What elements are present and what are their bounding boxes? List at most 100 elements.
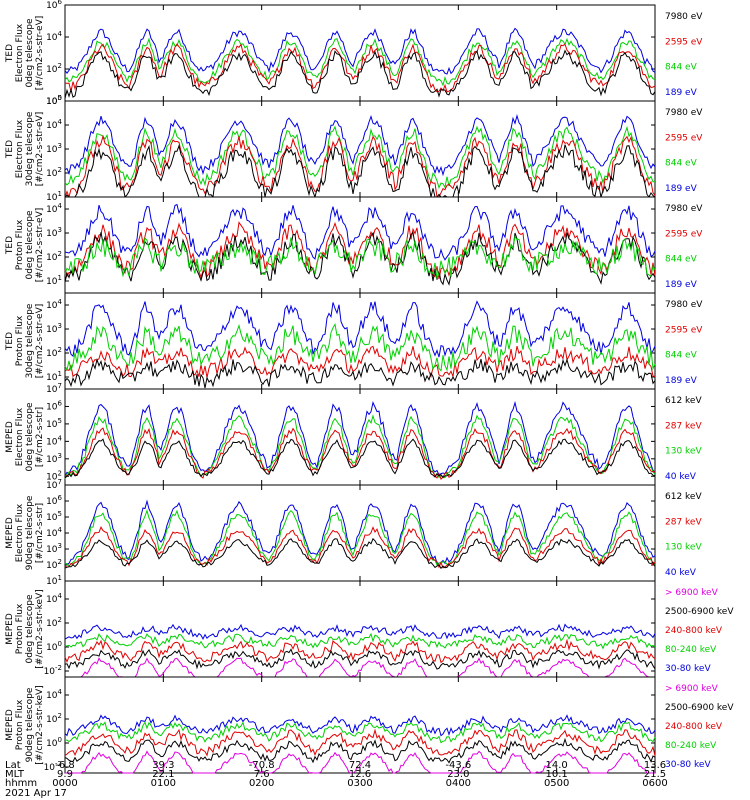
series-line bbox=[64, 526, 656, 569]
series-line bbox=[64, 648, 656, 670]
y-tick-label: 102 bbox=[46, 250, 62, 263]
y-tick-label: 104 bbox=[46, 688, 62, 701]
legend-entry: 844 eV bbox=[665, 159, 698, 169]
x-tick-label-hhmm: 0500 bbox=[544, 778, 569, 789]
series-line bbox=[64, 203, 656, 261]
legend-entry: 189 eV bbox=[665, 280, 698, 290]
x-tick-label-lat: 72.4 bbox=[349, 760, 371, 771]
panel-frame bbox=[64, 580, 656, 678]
y-tick-label: 103 bbox=[46, 322, 62, 335]
series-line bbox=[64, 499, 656, 565]
legend-entry: 844 eV bbox=[665, 63, 698, 73]
legend-entry: 7980 eV bbox=[665, 300, 703, 310]
legend-entry: 7980 eV bbox=[665, 108, 703, 118]
series-line bbox=[64, 49, 656, 99]
series-line bbox=[64, 438, 656, 479]
y-tick-label: 107 bbox=[46, 382, 62, 395]
x-tick-label-lat: 13.6 bbox=[644, 760, 666, 771]
legend-entry: 130 keV bbox=[665, 543, 702, 553]
series-line bbox=[64, 300, 656, 358]
legend-entry: 844 eV bbox=[665, 255, 698, 265]
legend-entry: 40 keV bbox=[665, 568, 697, 578]
series-line bbox=[64, 37, 656, 87]
series-line bbox=[64, 728, 656, 757]
x-row-label-mlt: MLT bbox=[5, 769, 25, 780]
legend-entry: 2500-6900 keV bbox=[665, 703, 734, 713]
x-tick-label-lat: 14.0 bbox=[546, 760, 568, 771]
legend-entry: 189 eV bbox=[665, 376, 698, 386]
legend-entry: 2595 eV bbox=[665, 229, 703, 239]
series-line bbox=[64, 144, 656, 199]
y-tick-label: 102 bbox=[46, 346, 62, 359]
y-tick-label: 102 bbox=[46, 62, 62, 75]
series-line bbox=[65, 657, 655, 678]
series-line bbox=[64, 427, 656, 481]
legend-entry: > 6900 keV bbox=[665, 684, 719, 694]
y-axis-label: MEPEDElectron Flux90deg telescope[#/cm2-… bbox=[5, 495, 45, 570]
x-tick-label-mlt: 23.0 bbox=[447, 769, 469, 780]
y-tick-label: 106 bbox=[46, 0, 62, 11]
series-line bbox=[64, 125, 656, 190]
y-tick-label: 103 bbox=[46, 226, 62, 239]
series-line bbox=[64, 714, 656, 737]
series-line bbox=[64, 509, 656, 567]
x-tick-label-mlt: 10.1 bbox=[546, 769, 568, 780]
y-tick-label: 104 bbox=[46, 526, 62, 539]
x-tick-label-lat: -6.8 bbox=[55, 760, 75, 771]
x-tick-labels: -6.89.9000039.322.10100-70.87.6020072.41… bbox=[52, 760, 667, 789]
x-date-label: 2021 Apr 17 bbox=[5, 788, 67, 799]
legend-entry: 287 keV bbox=[665, 517, 702, 527]
legend-entry: 2500-6900 keV bbox=[665, 607, 734, 617]
series-line bbox=[65, 750, 655, 774]
legend-entry: 240-800 keV bbox=[665, 626, 723, 636]
y-tick-label: 104 bbox=[46, 434, 62, 447]
y-tick-label: 104 bbox=[46, 118, 62, 131]
y-tick-label: 104 bbox=[46, 202, 62, 215]
y-tick-label: 100 bbox=[46, 640, 62, 653]
x-tick-label-lat: -70.8 bbox=[249, 760, 275, 771]
y-tick-label: 105 bbox=[46, 510, 62, 523]
series-line bbox=[64, 623, 656, 641]
y-axis-label: MEPEDProton Flux0deg telescope[#/cm2-s-s… bbox=[5, 589, 45, 668]
y-tick-label: 106 bbox=[46, 399, 62, 412]
legend-entry: 844 eV bbox=[665, 351, 698, 361]
series-line bbox=[64, 737, 656, 764]
legend-entry: 189 eV bbox=[665, 184, 698, 194]
legend-entry: 130 keV bbox=[665, 447, 702, 457]
x-tick-label-mlt: 9.9 bbox=[57, 769, 73, 780]
x-tick-label-hhmm: 0300 bbox=[347, 778, 372, 789]
y-tick-label: 102 bbox=[46, 616, 62, 629]
y-tick-label: 103 bbox=[46, 542, 62, 555]
y-tick-label: 103 bbox=[46, 142, 62, 155]
y-tick-label: 101 bbox=[46, 274, 62, 287]
x-tick-label-hhmm: 0400 bbox=[446, 778, 471, 789]
panel-frame bbox=[64, 100, 656, 198]
y-tick-label: 10-2 bbox=[44, 664, 62, 677]
panel-frame bbox=[64, 484, 656, 582]
x-tick-label-mlt: 21.5 bbox=[644, 769, 666, 780]
y-tick-label: 104 bbox=[46, 592, 62, 605]
series-line bbox=[64, 357, 656, 389]
legend-entry: 30-80 keV bbox=[665, 664, 711, 674]
series-line bbox=[64, 632, 656, 650]
series-line bbox=[65, 43, 656, 93]
series-line bbox=[64, 721, 656, 744]
y-axis-label: TEDElectron Flux0deg telescope[#/cm2-s-s… bbox=[5, 16, 45, 91]
legend-entry: 30-80 keV bbox=[665, 760, 711, 770]
x-tick-label-lat: 39.3 bbox=[152, 760, 174, 771]
legend-entry: 2595 eV bbox=[665, 133, 703, 143]
y-tick-label: 103 bbox=[46, 452, 62, 465]
y-tick-label: 105 bbox=[46, 417, 62, 430]
legend-entry: 7980 eV bbox=[665, 12, 703, 22]
series-line bbox=[64, 134, 656, 199]
series-line bbox=[64, 231, 656, 286]
legend-entry: 80-240 keV bbox=[665, 741, 717, 751]
series-line bbox=[64, 221, 656, 280]
